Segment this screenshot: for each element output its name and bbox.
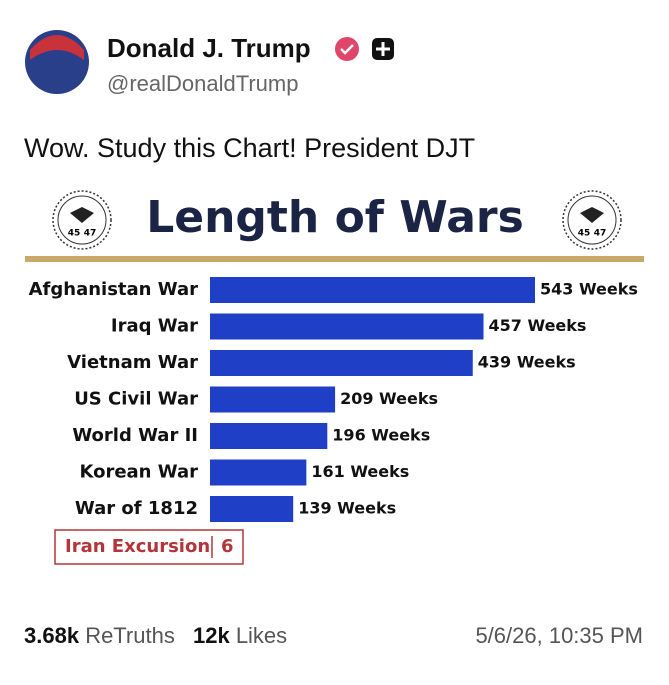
category-label: Korean War — [79, 462, 198, 483]
likes-count[interactable]: 12k — [193, 623, 230, 648]
value-label: 209 Weeks — [340, 389, 438, 408]
chart: Length of Wars 45 47 45 47 Iran Excursio… — [25, 190, 644, 565]
value-label: 439 Weeks — [478, 353, 576, 372]
bar — [210, 350, 473, 376]
annotation-box — [54, 529, 244, 565]
seal-number: 47 — [594, 229, 607, 239]
footer-stats: 3.68k ReTruths 12k Likes — [24, 623, 287, 648]
seal-number: 45 — [578, 229, 591, 239]
category-label: US Civil War — [74, 389, 198, 410]
bar — [210, 459, 307, 486]
category-label: War of 1812 — [75, 498, 198, 519]
chart-title: Length of Wars — [146, 192, 524, 243]
retruths-label[interactable]: ReTruths — [85, 623, 175, 648]
category-label: Vietnam War — [67, 352, 198, 373]
avatar-detail — [30, 35, 84, 60]
bar — [210, 386, 336, 413]
seal-number: 47 — [84, 229, 97, 239]
post-text: Wow. Study this Chart! President DJT — [24, 133, 475, 163]
bar — [210, 277, 535, 303]
value-label: 196 Weeks — [332, 426, 430, 445]
category-label: Afghanistan War — [29, 279, 198, 300]
gold-rule — [25, 256, 644, 262]
handle[interactable]: @realDonaldTrump — [107, 71, 298, 96]
seal-number: 45 — [68, 229, 81, 239]
value-label: 457 Weeks — [489, 316, 587, 335]
timestamp: 5/6/26, 10:35 PM — [475, 623, 643, 648]
category-label: Iraq War — [111, 316, 198, 337]
bar — [210, 313, 484, 340]
value-label: 139 Weeks — [298, 499, 396, 518]
seal-left: 45 47 — [52, 190, 112, 250]
verified-badge — [335, 37, 359, 61]
author-name[interactable]: Donald J. Trump — [107, 33, 311, 63]
verified-check — [340, 44, 354, 55]
likes-label[interactable]: Likes — [236, 623, 287, 648]
annotation-value: 6 — [221, 536, 234, 557]
value-label: 161 Weeks — [311, 462, 409, 481]
plus-icon — [376, 42, 390, 56]
bar — [210, 496, 294, 522]
annotation-label: Iran Excursion — [65, 536, 210, 557]
retruths-count[interactable]: 3.68k — [24, 623, 80, 648]
bar — [210, 423, 328, 449]
value-label: 543 Weeks — [540, 280, 638, 299]
category-label: World War II — [72, 425, 198, 446]
seal-right: 45 47 — [562, 190, 622, 250]
